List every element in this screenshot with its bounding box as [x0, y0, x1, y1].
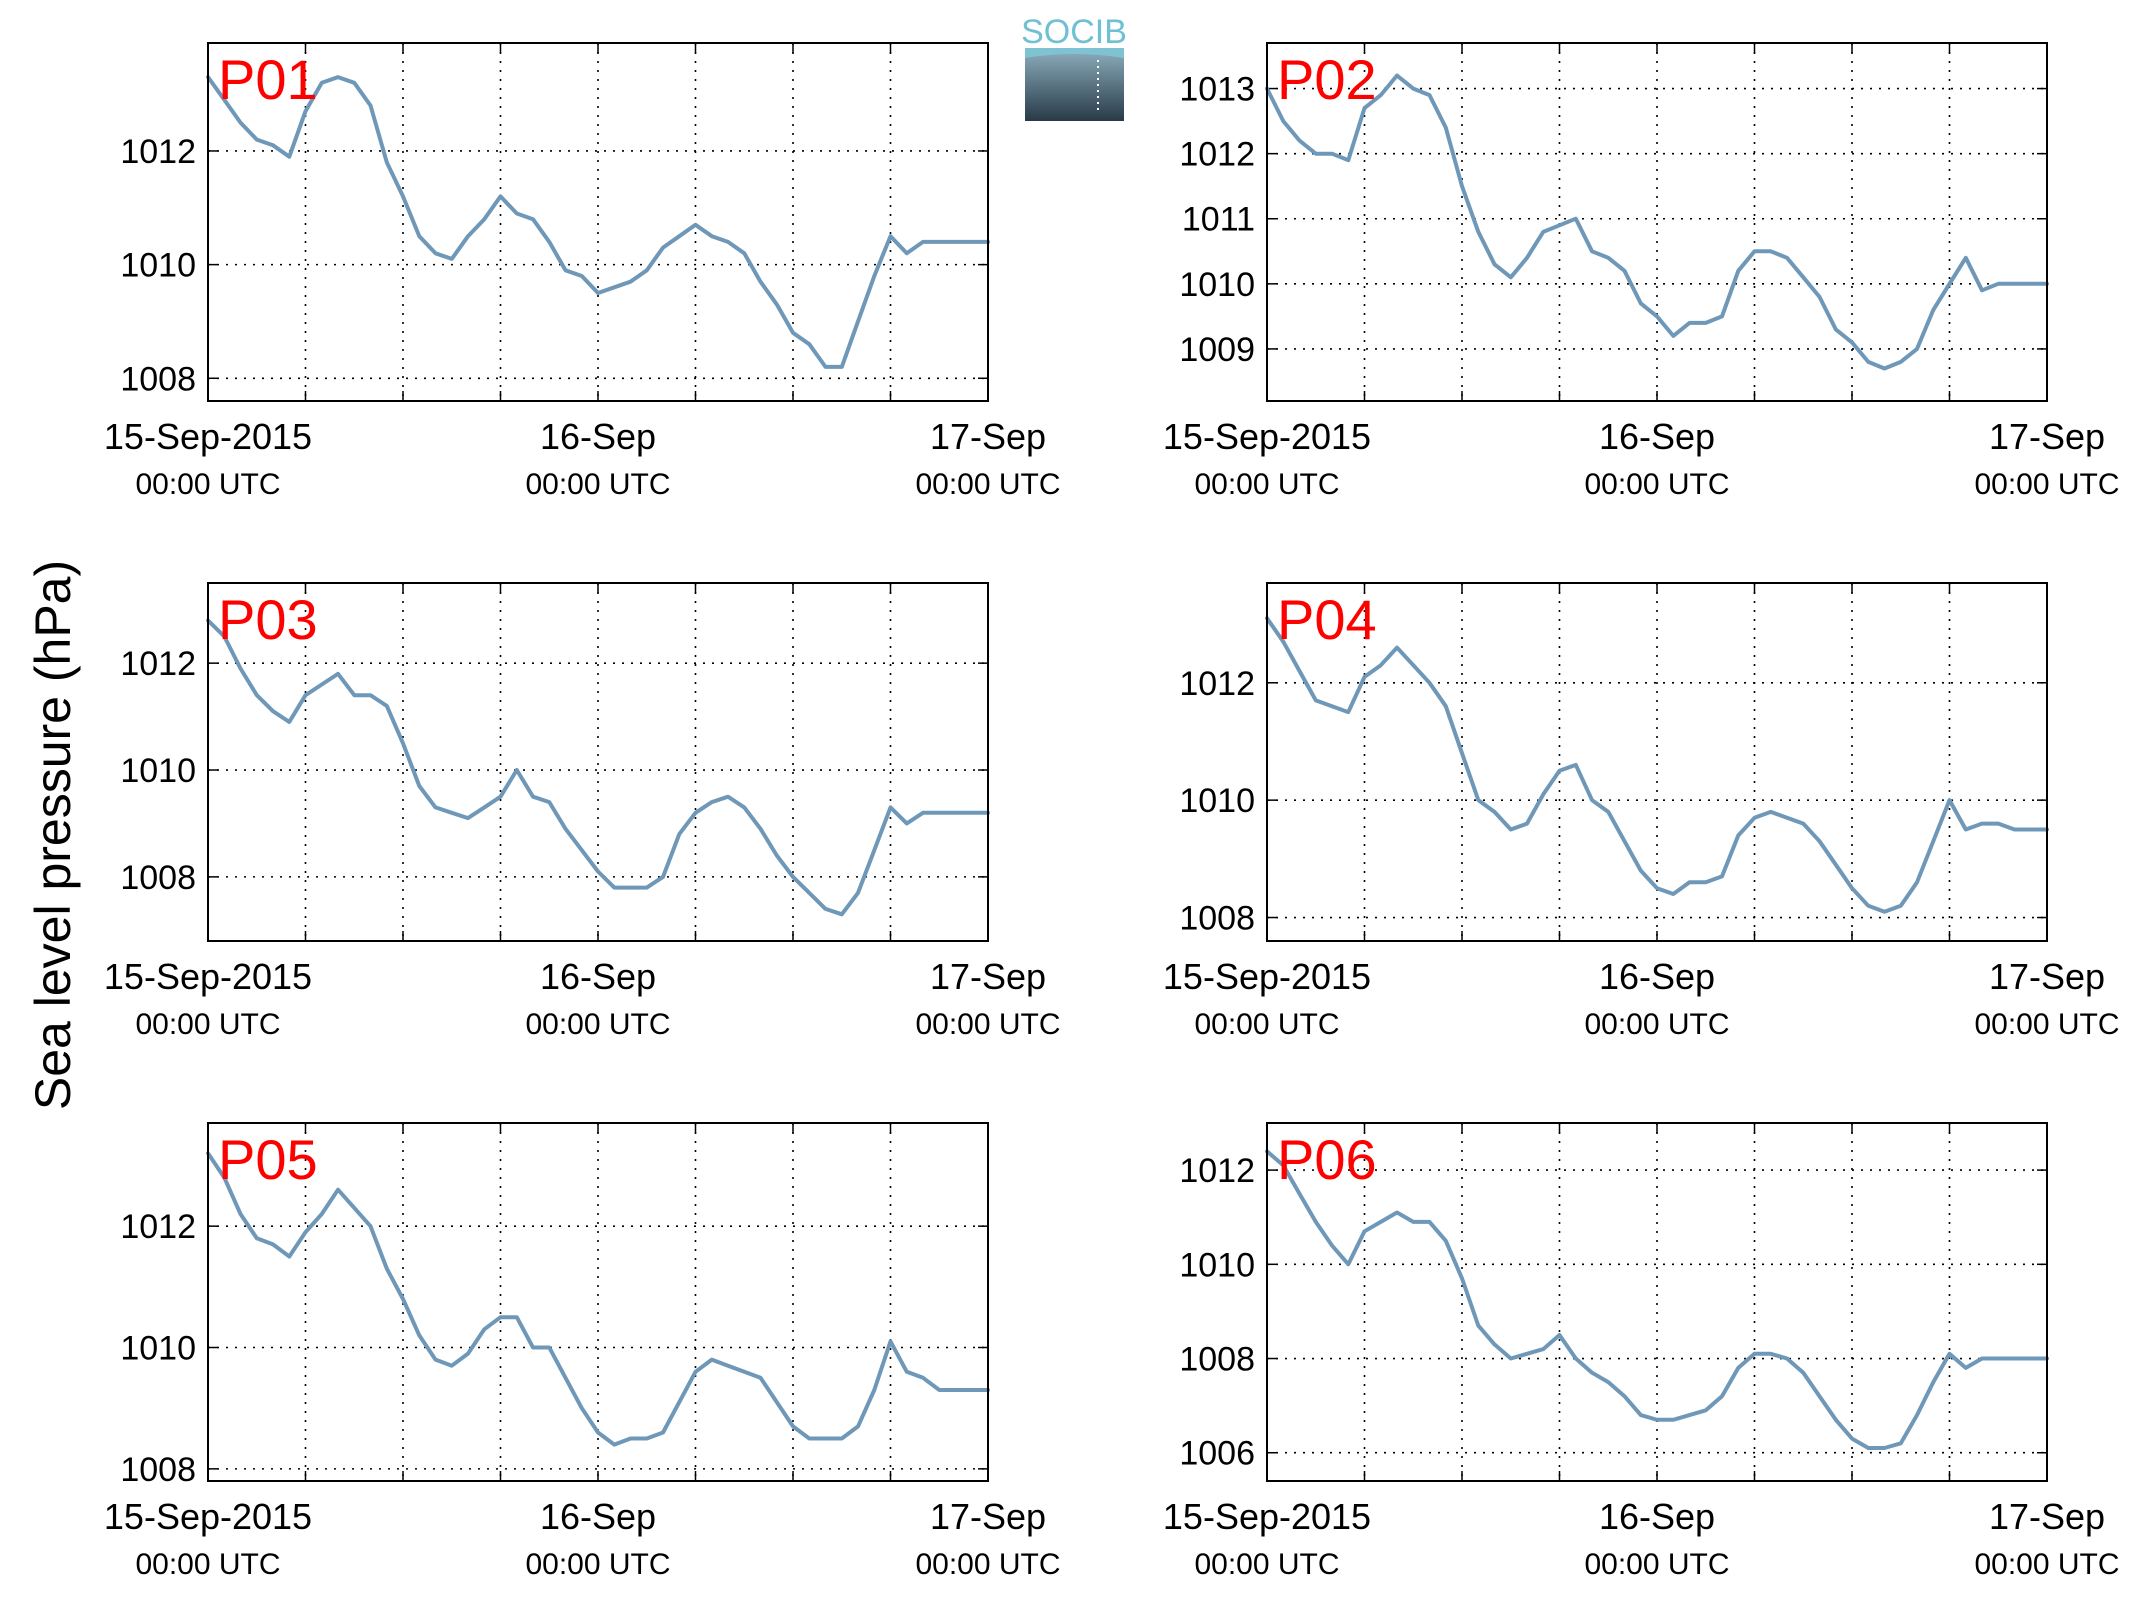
x-tick-label: 16-Sep: [1599, 956, 1715, 997]
panel-label: P04: [1277, 588, 1377, 651]
y-tick-label: 1008: [120, 1451, 196, 1489]
y-tick-label: 1012: [1179, 136, 1255, 174]
plot-area: [1267, 43, 2047, 401]
x-tick-sublabel: 00:00 UTC: [135, 1548, 280, 1581]
x-tick-sublabel: 00:00 UTC: [1194, 1008, 1339, 1041]
x-tick-label: 16-Sep: [540, 416, 656, 457]
axes-frame: [1266, 42, 2048, 402]
axes-frame: [1266, 1122, 2048, 1482]
y-tick-label: 1010: [120, 752, 196, 790]
y-tick-label: 1012: [120, 133, 196, 171]
y-tick-label: 1010: [1179, 266, 1255, 304]
x-tick-sublabel: 00:00 UTC: [525, 1008, 670, 1041]
axes-frame: [1266, 582, 2048, 942]
plot-area: [208, 583, 988, 941]
x-tick-label: 17-Sep: [930, 1496, 1046, 1537]
y-tick-label: 1012: [1179, 665, 1255, 703]
series-line: [1265, 73, 2049, 371]
x-tick-label: 15-Sep-2015: [104, 1496, 312, 1537]
x-tick-label: 16-Sep: [540, 956, 656, 997]
x-tick-sublabel: 00:00 UTC: [1584, 1008, 1729, 1041]
axes-frame: [207, 42, 989, 402]
x-tick-sublabel: 00:00 UTC: [1974, 1008, 2119, 1041]
y-tick-label: 1008: [120, 859, 196, 897]
axes-frame: [207, 582, 989, 942]
y-tick-label: 1010: [1179, 1246, 1255, 1284]
panel-label: P05: [218, 1128, 318, 1191]
y-tick-label: 1010: [120, 247, 196, 285]
x-tick-label: 17-Sep: [1989, 416, 2105, 457]
x-tick-sublabel: 00:00 UTC: [915, 468, 1060, 501]
y-axis-label: Sea level pressure (hPa): [25, 560, 81, 1110]
logo-text: SOCIB: [1021, 13, 1127, 51]
x-tick-sublabel: 00:00 UTC: [1974, 1548, 2119, 1581]
x-tick-sublabel: 00:00 UTC: [915, 1008, 1060, 1041]
panel-label: P02: [1277, 48, 1377, 111]
panel-p06: 1006 1008 1010 1012 P06 15-Sep-2015 00:00 UTC 1…: [1163, 1122, 2120, 1581]
x-tick-sublabel: 00:00 UTC: [135, 468, 280, 501]
panels-container: 1008 1010 1012 P01 15-Sep-2015 00:00 UTC 16-Se…: [104, 42, 2120, 1581]
x-tick-sublabel: 00:00 UTC: [1584, 468, 1729, 501]
y-tick-label: 1008: [120, 360, 196, 398]
x-tick-label: 16-Sep: [1599, 1496, 1715, 1537]
x-tick-sublabel: 00:00 UTC: [1974, 468, 2119, 501]
logo-block-icon: [1025, 48, 1124, 121]
socib-logo: SOCIB: [1021, 13, 1127, 121]
axes-frame: [207, 1122, 989, 1482]
x-tick-sublabel: 00:00 UTC: [1584, 1548, 1729, 1581]
y-tick-label: 1006: [1179, 1435, 1255, 1473]
x-tick-label: 17-Sep: [1989, 1496, 2105, 1537]
x-tick-sublabel: 00:00 UTC: [915, 1548, 1060, 1581]
x-tick-label: 17-Sep: [930, 956, 1046, 997]
y-tick-label: 1008: [1179, 1341, 1255, 1379]
y-tick-label: 1010: [120, 1330, 196, 1368]
y-tick-label: 1010: [1179, 782, 1255, 820]
y-tick-label: 1009: [1179, 331, 1255, 369]
x-tick-label: 15-Sep-2015: [104, 956, 312, 997]
x-tick-label: 15-Sep-2015: [1163, 416, 1371, 457]
x-tick-label: 17-Sep: [1989, 956, 2105, 997]
x-tick-sublabel: 00:00 UTC: [525, 468, 670, 501]
x-tick-label: 15-Sep-2015: [1163, 956, 1371, 997]
plot-area: [208, 43, 988, 401]
y-tick-label: 1012: [120, 1208, 196, 1246]
y-tick-label: 1012: [120, 645, 196, 683]
series-line: [1265, 1149, 2049, 1450]
y-tick-label: 1013: [1179, 71, 1255, 109]
y-tick-label: 1008: [1179, 900, 1255, 938]
series-line: [1265, 616, 2049, 914]
plot-area: [208, 1123, 988, 1481]
panel-p01: 1008 1010 1012 P01 15-Sep-2015 00:00 UTC 16-Se…: [104, 42, 1061, 501]
x-tick-label: 17-Sep: [930, 416, 1046, 457]
plot-area: [1267, 1123, 2047, 1481]
panel-p05: 1008 1010 1012 P05 15-Sep-2015 00:00 UTC 16-Se…: [104, 1122, 1061, 1581]
panel-label: P03: [218, 588, 318, 651]
x-tick-label: 16-Sep: [540, 1496, 656, 1537]
logo-wave-icon: [1025, 48, 1124, 58]
x-tick-sublabel: 00:00 UTC: [525, 1548, 670, 1581]
x-tick-label: 15-Sep-2015: [104, 416, 312, 457]
series-line: [206, 1151, 990, 1447]
panel-label: P06: [1277, 1128, 1377, 1191]
y-tick-label: 1012: [1179, 1152, 1255, 1190]
panel-label: P01: [218, 48, 318, 111]
panel-p02: 1009 1010 1011 1012 1013 P02 15-Sep-2015 00:00 …: [1163, 42, 2120, 501]
x-tick-sublabel: 00:00 UTC: [135, 1008, 280, 1041]
series-line: [206, 75, 990, 369]
y-tick-label: 1011: [1182, 201, 1255, 239]
x-tick-sublabel: 00:00 UTC: [1194, 1548, 1339, 1581]
x-tick-label: 16-Sep: [1599, 416, 1715, 457]
panel-p04: 1008 1010 1012 P04 15-Sep-2015 00:00 UTC 16-Se…: [1163, 582, 2120, 1041]
x-tick-label: 15-Sep-2015: [1163, 1496, 1371, 1537]
series-line: [206, 618, 990, 917]
x-tick-sublabel: 00:00 UTC: [1194, 468, 1339, 501]
panel-p03: 1008 1010 1012 P03 15-Sep-2015 00:00 UTC 16-Se…: [104, 582, 1061, 1041]
